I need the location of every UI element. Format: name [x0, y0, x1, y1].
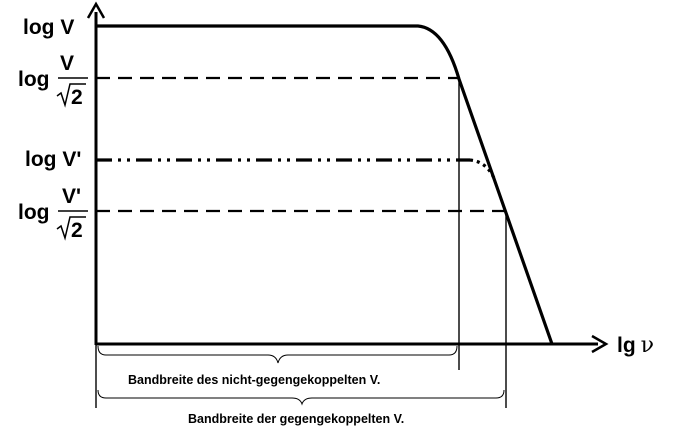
level1-denominator: 2: [71, 86, 83, 109]
y-axis-label: log V: [23, 16, 74, 39]
level1-numerator: V: [60, 52, 74, 75]
level2-numerator: V': [62, 185, 81, 208]
open-loop-bandwidth-brace: [97, 345, 458, 364]
x-axis-label-symbol: ν: [641, 333, 654, 358]
x-axis-label-prefix: lg: [617, 334, 636, 357]
level1-sqrt-icon: [56, 83, 86, 108]
level1-fraction-prefix: log: [18, 68, 50, 91]
x-axis-arrowhead: [591, 334, 609, 354]
level2-denominator: 2: [71, 219, 83, 242]
feedback-bandwidth-brace: [97, 389, 505, 406]
open-loop-gain-curve: [96, 24, 554, 345]
y-axis-arrowhead: [86, 1, 106, 19]
level2-fraction-prefix: log: [18, 201, 50, 224]
level2-label: log V': [25, 148, 81, 171]
feedback-gain-curve-knee: [469, 158, 496, 179]
level2-sqrt-icon: [56, 216, 86, 241]
open-loop-bandwidth-label: Bandbreite des nicht-gegengekoppelten V.: [128, 373, 380, 387]
x-axis-label: lg ν: [617, 333, 654, 358]
feedback-bandwidth-label: Bandbreite der gegengekoppelten V.: [188, 412, 404, 426]
